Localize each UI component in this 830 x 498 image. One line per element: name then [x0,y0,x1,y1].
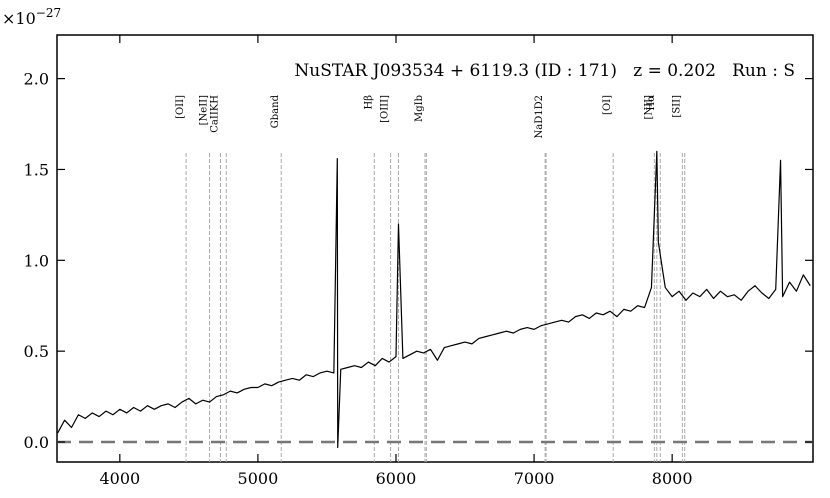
emission-line-label: Hβ [363,95,374,110]
y-tick-label: 2.0 [24,70,49,89]
y-offset-exponent: −27 [36,6,61,20]
y-tick-label: 1.0 [24,251,49,270]
x-tick-label: 6000 [376,469,417,488]
x-tick-label: 5000 [238,469,279,488]
x-tick-label: 4000 [99,469,140,488]
y-tick-label: 0.0 [24,433,49,452]
emission-line-label: [NeII] [199,95,210,125]
x-tick-label: 8000 [652,469,693,488]
y-offset-label: ×10−27 [2,6,61,28]
plot-frame [56,34,814,463]
chart-title: NuSTAR J093534 + 6119.3 (ID : 171) z = 0… [294,61,795,81]
emission-line-label: NaD1D2 [534,95,545,138]
y-offset-base: ×10 [2,9,36,28]
emission-line-label: [OII] [175,95,186,119]
emission-line-label: [SII] [671,95,682,118]
emission-line-label: CaIIKH [209,95,220,133]
emission-line-label: MgIb [414,95,425,122]
emission-line-label: [OI] [602,95,613,115]
emission-line-label: Gband [270,94,281,128]
y-tick-label: 0.5 [24,342,49,361]
emission-line-label: [NII] [643,95,654,120]
emission-line-label: Hα [646,95,657,111]
emission-line-label: [OIII] [380,95,391,123]
y-tick-label: 1.5 [24,160,49,179]
spectrum-line [57,150,811,449]
x-tick-label: 7000 [514,469,555,488]
